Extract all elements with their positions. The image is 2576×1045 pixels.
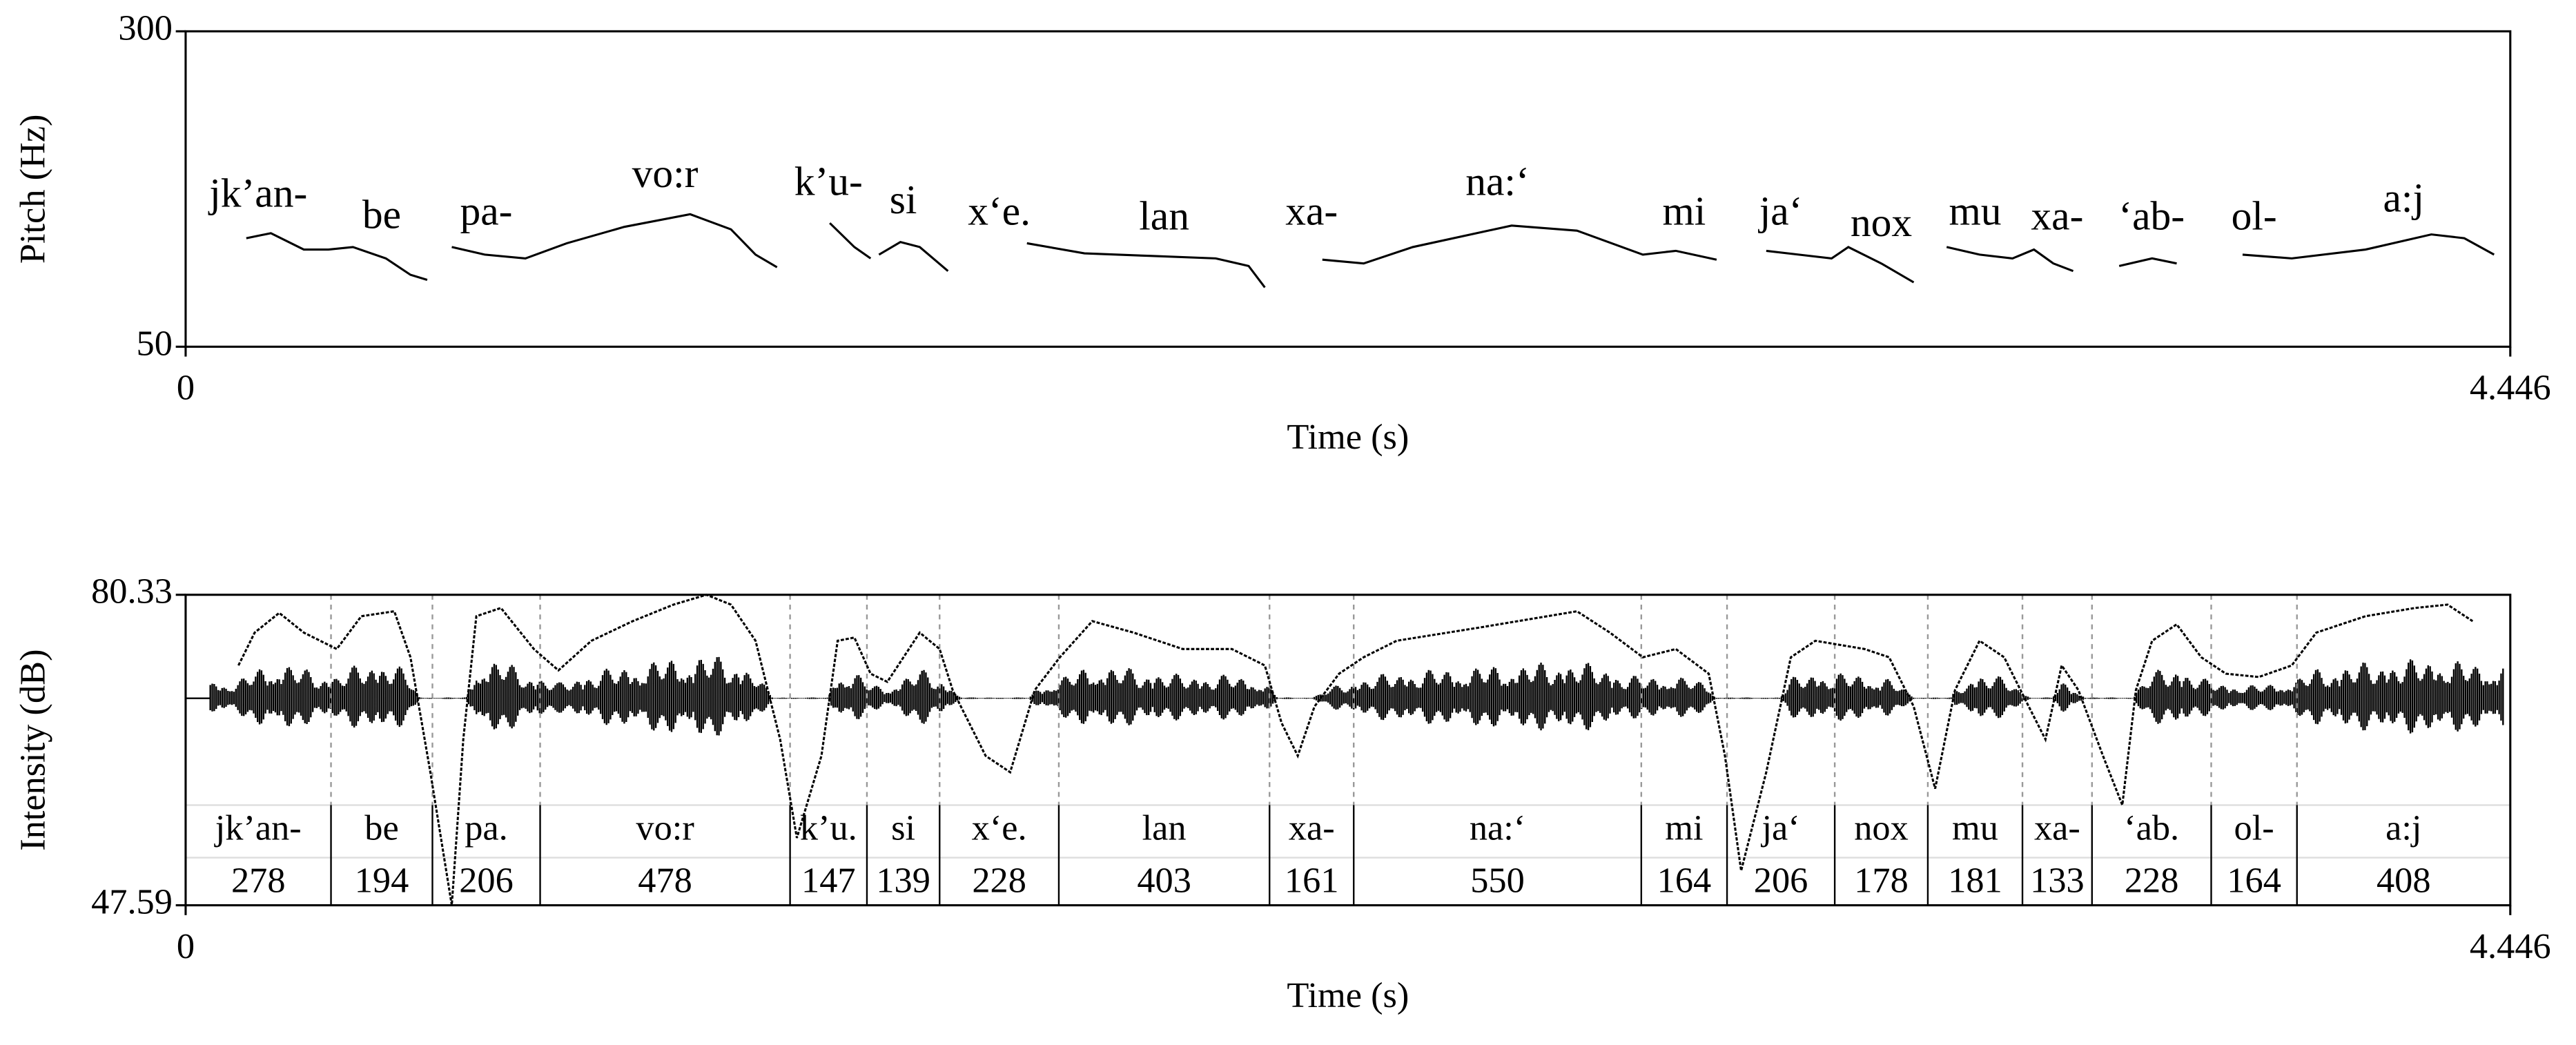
tier-label: ol-	[2234, 808, 2274, 848]
syllable-label: x‘e.	[968, 188, 1031, 234]
tier-label: na:‘	[1470, 808, 1525, 848]
tier-duration: 161	[1285, 861, 1339, 901]
tier-duration: 228	[972, 861, 1026, 901]
y-tick-label: 80.33	[91, 572, 173, 612]
syllable-label: ja‘	[1758, 188, 1803, 234]
tier-label: k’u.	[800, 808, 857, 848]
tier-label: pa.	[465, 808, 508, 848]
x-tick-label: 0	[177, 368, 195, 408]
tier-duration: 164	[1657, 861, 1712, 901]
waveform	[185, 656, 2504, 736]
syllable-label: vo:r	[632, 150, 699, 196]
tier-label: vo:r	[636, 808, 694, 848]
y-tick-label: 50	[137, 323, 173, 363]
plot-frame	[184, 30, 2512, 348]
syllable-label: xa-	[1285, 188, 1338, 234]
tier-duration: 228	[2125, 861, 2179, 901]
tier-label: mu	[1952, 808, 1998, 848]
tier-duration: 178	[1854, 861, 1909, 901]
y-tick-label: 300	[118, 8, 173, 48]
tier-duration: 133	[2030, 861, 2085, 901]
syllable-label: be	[362, 191, 401, 237]
syllable-label: xa-	[2031, 193, 2083, 239]
tier-duration: 550	[1470, 861, 1525, 901]
x-tick-label: 4.446	[2470, 926, 2551, 966]
y-axis-label: Intensity (dB)	[12, 649, 52, 850]
syllable-label: ol-	[2232, 193, 2277, 239]
tier-label: ‘ab.	[2124, 808, 2179, 848]
tier-label: x‘e.	[972, 808, 1027, 848]
intensity-contour	[237, 594, 2474, 906]
tier-duration: 278	[231, 861, 286, 901]
syllable-label: mi	[1663, 188, 1706, 234]
tier-label: a:j	[2385, 808, 2421, 848]
tier-label: jk’an-	[214, 808, 302, 848]
plot-frame	[184, 594, 2512, 907]
syllable-label: na:‘	[1465, 159, 1530, 204]
x-axis-label: Time (s)	[1287, 417, 1409, 457]
tier-label: ja‘	[1760, 808, 1799, 848]
syllable-label: si	[890, 177, 917, 222]
tier-duration: 206	[459, 861, 514, 901]
tier-label: xa-	[2034, 808, 2080, 848]
tier-label: si	[891, 808, 915, 848]
pitch-contour	[246, 213, 2495, 289]
tier-duration: 206	[1754, 861, 1808, 901]
tier-label: nox	[1854, 808, 1909, 848]
tier-duration: 408	[2377, 861, 2431, 901]
tier-duration: 194	[355, 861, 409, 901]
tier-label: be	[364, 808, 398, 848]
y-tick-label: 47.59	[91, 882, 173, 922]
tier-duration: 139	[876, 861, 930, 901]
y-axis-label: Pitch (Hz)	[12, 115, 52, 264]
syllable-label: a:j	[2383, 175, 2424, 221]
syllable-label: mu	[1949, 188, 2001, 234]
tier-duration: 181	[1948, 861, 2002, 901]
tier-duration: 147	[801, 861, 856, 901]
x-axis-label: Time (s)	[1287, 975, 1409, 1015]
tier-label: mi	[1665, 808, 1703, 848]
x-tick-label: 4.446	[2470, 368, 2551, 408]
tier-duration: 403	[1137, 861, 1191, 901]
x-tick-label: 0	[177, 926, 195, 966]
tier-label: xa-	[1289, 808, 1335, 848]
syllable-label: lan	[1139, 193, 1189, 239]
syllable-label: jk’an-	[208, 170, 307, 215]
tier-duration: 478	[638, 861, 692, 901]
syllable-label: pa-	[460, 188, 513, 234]
syllable-label: k’u-	[794, 159, 863, 204]
syllable-label: ‘ab-	[2118, 193, 2185, 239]
tier-label: lan	[1142, 808, 1187, 848]
syllable-label: nox	[1851, 199, 1913, 245]
tier-duration: 164	[2227, 861, 2281, 901]
